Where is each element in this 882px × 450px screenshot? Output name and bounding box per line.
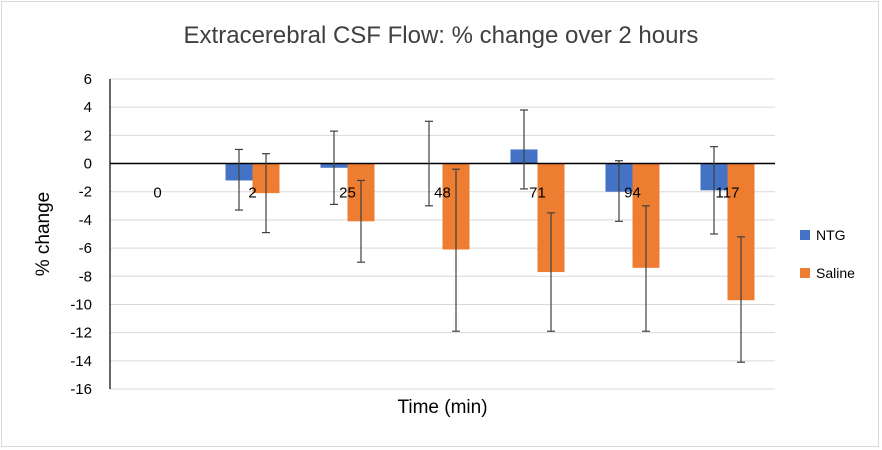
y-tick-label: -12	[70, 325, 92, 342]
y-tick-label: 4	[84, 99, 92, 116]
y-tick-label: -10	[70, 296, 92, 313]
y-tick-label: -2	[79, 184, 92, 201]
y-tick-label: -16	[70, 381, 92, 398]
y-tick-label: 0	[84, 156, 92, 173]
y-tick-label: 6	[84, 71, 92, 88]
legend-item-saline: Saline	[800, 264, 855, 282]
x-tick-label: 94	[624, 185, 641, 202]
x-tick-label: 2	[248, 185, 256, 202]
y-axis-label: % change	[33, 191, 54, 277]
legend-swatch-saline	[800, 268, 810, 278]
legend-item-ntg: NTG	[800, 226, 855, 244]
x-tick-label: 0	[153, 185, 161, 202]
chart-title: Extracerebral CSF Flow: % change over 2 …	[183, 22, 699, 49]
x-tick-label: 71	[529, 185, 546, 202]
y-tick-label: 2	[84, 127, 92, 144]
x-tick-label: 25	[339, 185, 356, 202]
legend-label-saline: Saline	[816, 265, 855, 281]
y-tick-label: -6	[79, 240, 92, 257]
legend-label-ntg: NTG	[816, 227, 846, 243]
y-tick-label: -8	[79, 268, 92, 285]
legend-swatch-ntg	[800, 230, 810, 240]
legend: NTG Saline	[800, 226, 855, 302]
x-axis-label: Time (min)	[397, 397, 488, 418]
y-tick-label: -14	[70, 353, 92, 370]
x-tick-label: 48	[434, 185, 451, 202]
y-tick-label: -4	[79, 212, 92, 229]
x-tick-label: 117	[716, 185, 740, 202]
